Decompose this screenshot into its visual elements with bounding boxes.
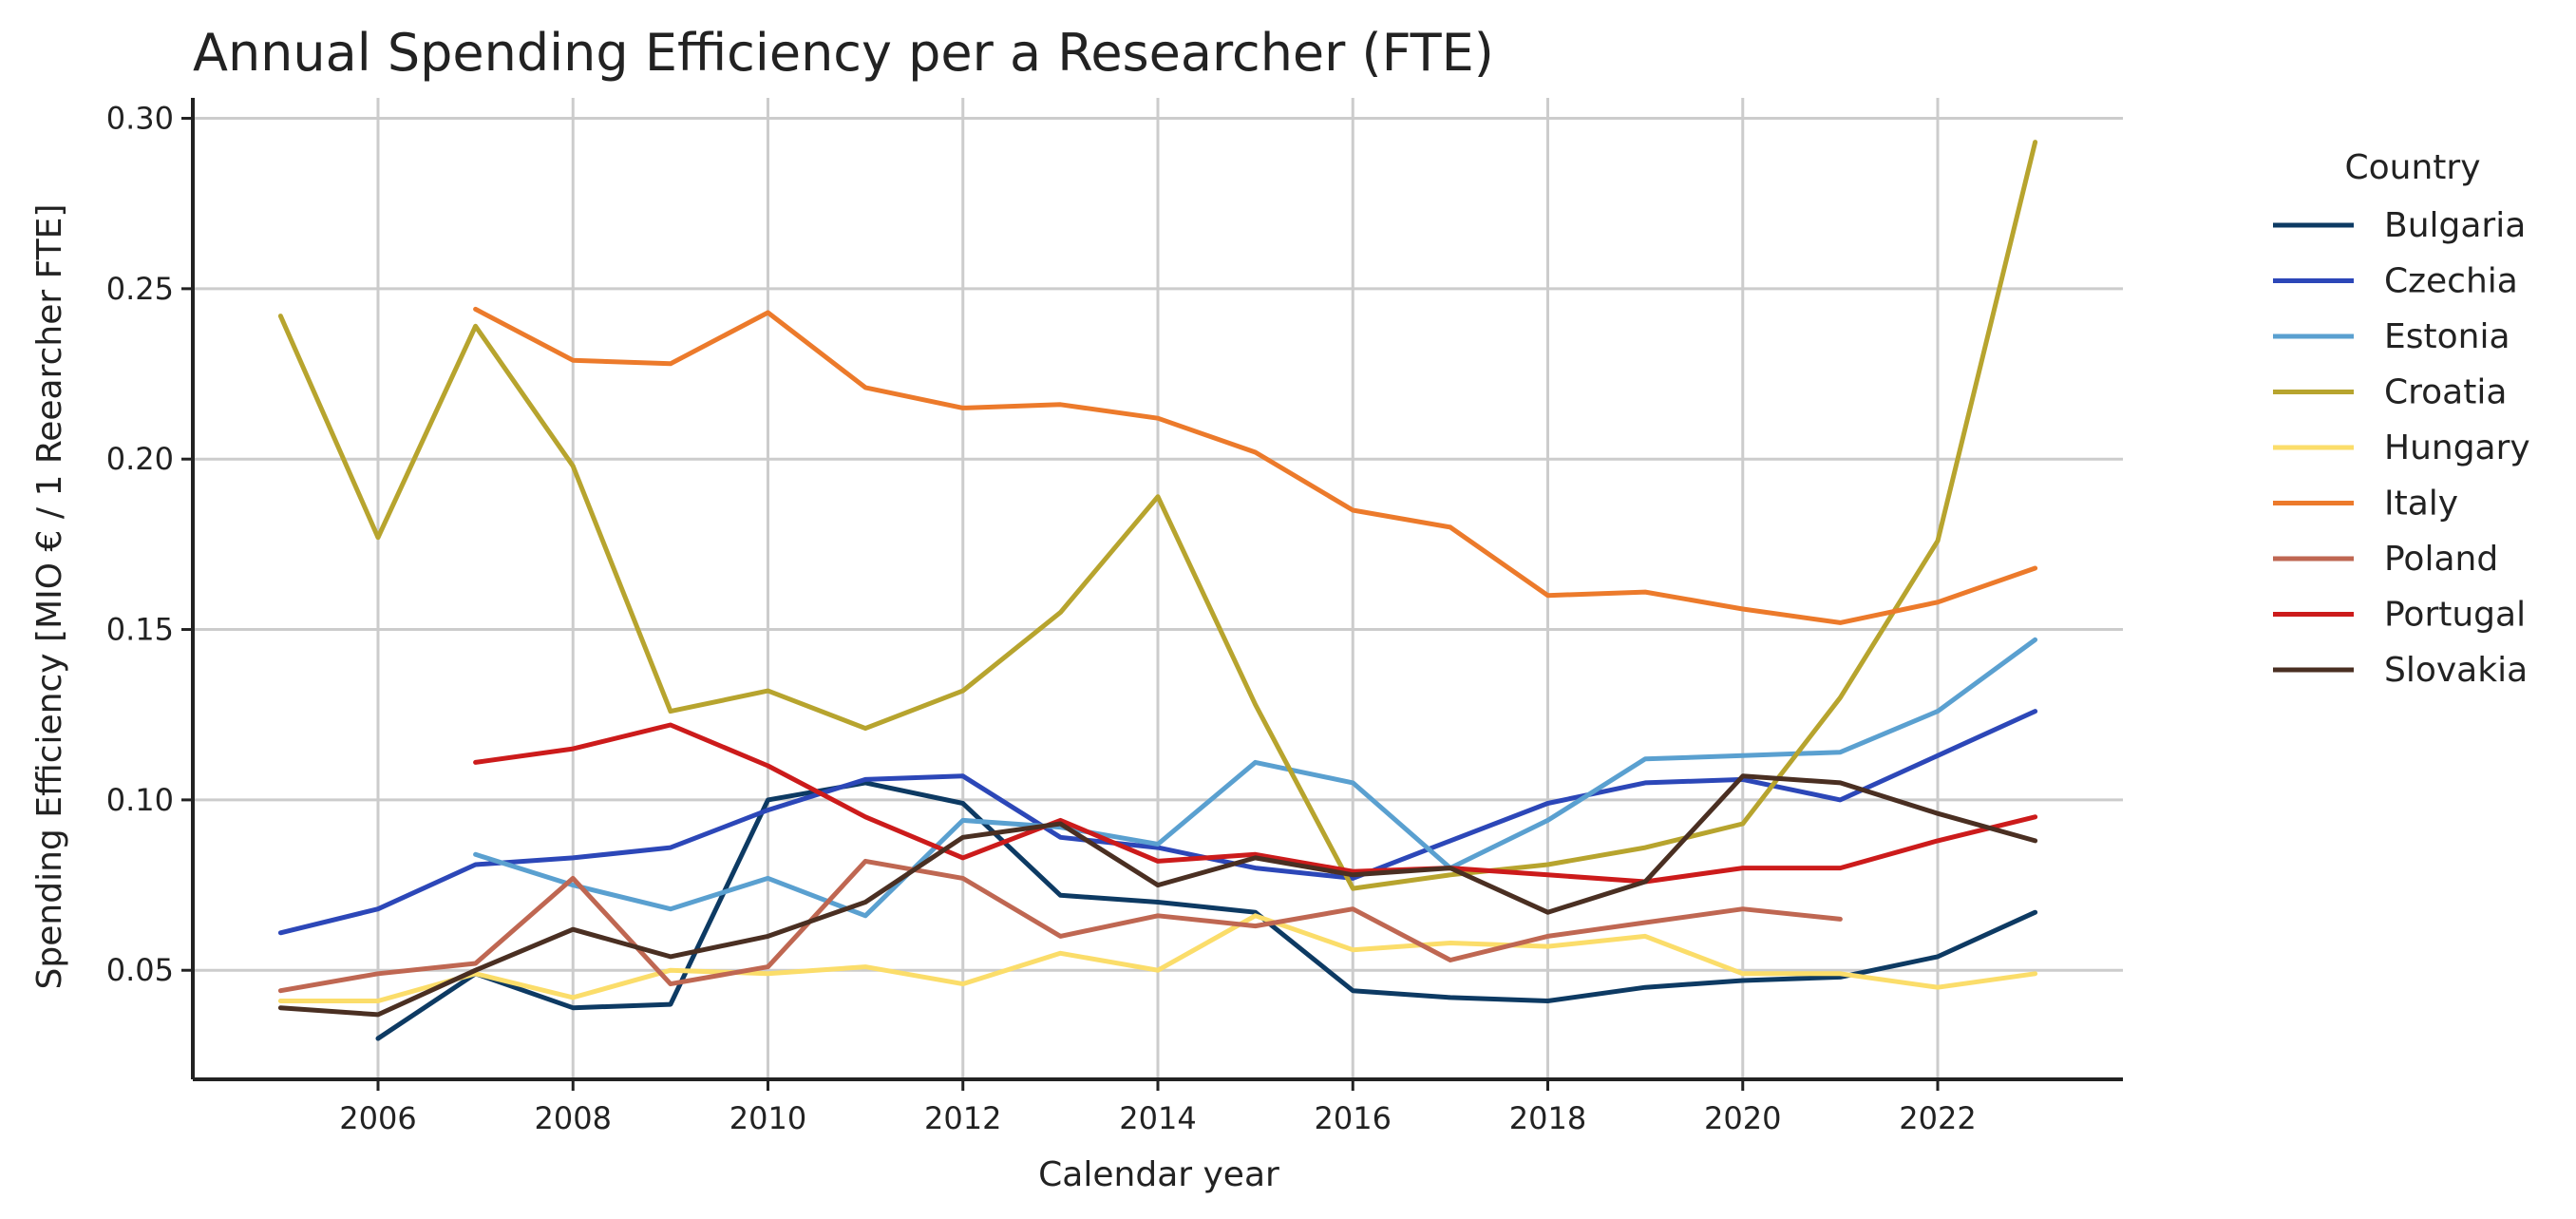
legend: Country Bulgaria Czechia Estonia Croatia Hun… xyxy=(2273,148,2530,690)
legend-label-croatia: Croatia xyxy=(2384,373,2507,412)
y-axis-label: Spending Efficiency [MIO € / 1 Reearcher… xyxy=(30,204,69,990)
legend-label-portugal: Portugal xyxy=(2384,596,2526,635)
series-line-portugal xyxy=(473,722,2038,885)
series-line-croatia xyxy=(277,140,2038,891)
legend-label-italy: Italy xyxy=(2384,485,2458,524)
x-axis-ticks: 2006 2008 2010 2012 2014 2016 2018 2020 2022 xyxy=(339,1079,1977,1136)
x-tick-label: 2016 xyxy=(1315,1100,1392,1136)
legend-label-slovakia: Slovakia xyxy=(2384,651,2528,690)
y-tick-label: 0.05 xyxy=(106,952,174,988)
series-lines xyxy=(277,140,2038,1041)
x-tick-label: 2022 xyxy=(1899,1100,1976,1136)
series-line-bulgaria xyxy=(375,780,2038,1041)
x-tick-label: 2014 xyxy=(1119,1100,1196,1136)
x-tick-label: 2006 xyxy=(339,1100,416,1136)
series-line-estonia xyxy=(473,637,2038,919)
series-line-italy xyxy=(473,306,2038,625)
x-tick-label: 2018 xyxy=(1509,1100,1586,1136)
legend-label-estonia: Estonia xyxy=(2384,317,2510,356)
legend-label-poland: Poland xyxy=(2384,540,2498,579)
legend-title: Country xyxy=(2344,148,2480,187)
y-tick-label: 0.30 xyxy=(106,101,174,137)
x-tick-label: 2020 xyxy=(1704,1100,1781,1136)
y-tick-label: 0.20 xyxy=(106,441,174,477)
legend-label-hungary: Hungary xyxy=(2384,429,2530,467)
chart-title: Annual Spending Efficiency per a Researc… xyxy=(193,23,1494,83)
y-tick-label: 0.25 xyxy=(106,271,174,307)
y-tick-label: 0.10 xyxy=(106,782,174,818)
legend-label-czechia: Czechia xyxy=(2384,262,2518,301)
x-tick-label: 2012 xyxy=(924,1100,1001,1136)
series-line-hungary xyxy=(277,913,2038,1003)
grid-lines xyxy=(193,98,2123,1079)
y-axis-ticks: 0.05 0.10 0.15 0.20 0.25 0.30 xyxy=(106,101,193,988)
x-tick-label: 2010 xyxy=(729,1100,806,1136)
y-tick-label: 0.15 xyxy=(106,612,174,648)
series-line-slovakia xyxy=(277,773,2038,1018)
x-axis-label: Calendar year xyxy=(1038,1155,1279,1194)
series-line-poland xyxy=(277,858,1843,994)
legend-label-bulgaria: Bulgaria xyxy=(2384,206,2526,245)
x-tick-label: 2008 xyxy=(535,1100,612,1136)
